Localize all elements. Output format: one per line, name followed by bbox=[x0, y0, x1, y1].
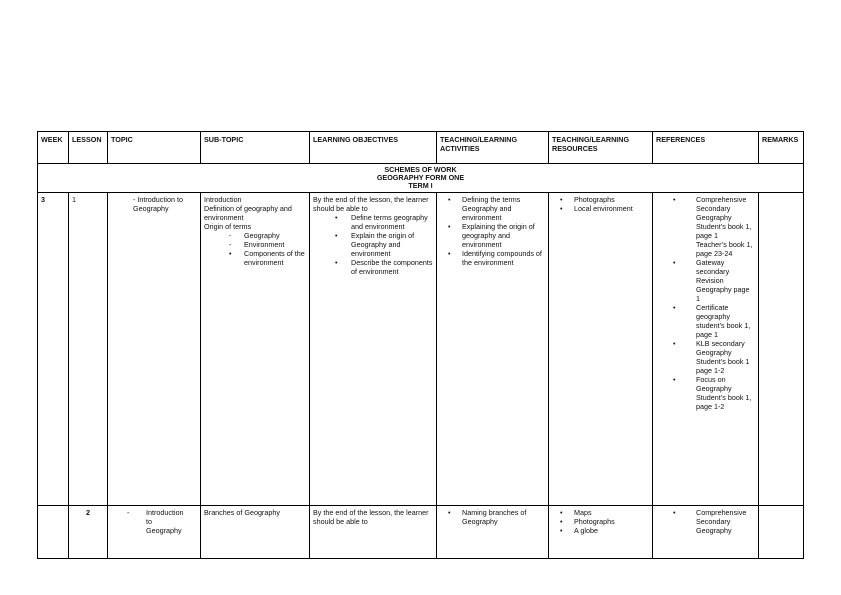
activities-cell: Naming branches of Geography bbox=[436, 505, 549, 559]
references-item: Comprehensive Secondary Geography Studen… bbox=[656, 195, 755, 240]
resources-item: Maps bbox=[552, 508, 649, 517]
subtopic-item: Branches of Geography bbox=[204, 508, 280, 517]
topic-item: Introduction to Geography bbox=[111, 508, 186, 535]
activities-item: Naming branches of Geography bbox=[440, 508, 545, 526]
subtopic-item: Origin of terms bbox=[204, 222, 252, 231]
header-references: REFERENCES bbox=[652, 131, 759, 164]
subtopic-cell: Introduction Definition of geography and … bbox=[200, 192, 310, 506]
activities-item: Geography and environment bbox=[462, 204, 512, 222]
objectives-list: By the end of the lesson, the learner sh… bbox=[313, 508, 433, 526]
subtopic-cell: Branches of Geography bbox=[200, 505, 310, 559]
objectives-item: Explain the origin of Geography and envi… bbox=[313, 231, 433, 258]
activities-item: Explaining the origin of geography and e… bbox=[440, 222, 545, 249]
objectives-item: By the end of the lesson, the learner sh… bbox=[313, 508, 429, 526]
topic-cell: - Introduction to Geography bbox=[107, 192, 201, 506]
lesson-cell: 2 bbox=[68, 505, 108, 559]
objectives-item: By the end of the lesson, the learner sh… bbox=[313, 195, 429, 213]
references-item: Certificate geography student’s book 1, … bbox=[656, 303, 755, 339]
objectives-item: Define terms geography and environment bbox=[313, 213, 433, 231]
resources-item: Photographs bbox=[552, 195, 649, 204]
resources-list: MapsPhotographsA globe bbox=[552, 508, 649, 535]
objectives-cell: By the end of the lesson, the learner sh… bbox=[309, 192, 437, 506]
references-item: Teacher’s book 1, page 23-24 bbox=[696, 240, 753, 258]
subtopic-item: Environment bbox=[204, 240, 306, 249]
header-remarks: REMARKS bbox=[758, 131, 804, 164]
activities-item: Identifying compounds of the environment bbox=[440, 249, 545, 267]
resources-list: PhotographsLocal environment bbox=[552, 195, 649, 213]
title-line: SCHEMES OF WORK bbox=[384, 165, 457, 174]
header-lesson: LESSON bbox=[68, 131, 108, 164]
resources-item: Photographs bbox=[552, 517, 649, 526]
references-item: Comprehensive Secondary Geography bbox=[656, 508, 755, 535]
resources-item: Local environment bbox=[552, 204, 649, 213]
document-title: SCHEMES OF WORK GEOGRAPHY FORM ONE TERM … bbox=[37, 163, 804, 193]
topic-item: - Introduction to Geography bbox=[133, 195, 183, 213]
header-topic: TOPIC bbox=[107, 131, 201, 164]
activities-list: Naming branches of Geography bbox=[440, 508, 545, 526]
subtopic-item: Components of the environment bbox=[204, 249, 306, 267]
header-activities: TEACHING/LEARNING ACTIVITIES bbox=[436, 131, 549, 164]
references-list: Comprehensive Secondary Geography bbox=[656, 508, 755, 535]
references-item: Gateway secondary Revision Geography pag… bbox=[656, 258, 755, 303]
subtopic-list: Branches of Geography bbox=[204, 508, 306, 517]
remarks-cell bbox=[758, 192, 804, 506]
week-cell bbox=[37, 505, 69, 559]
subtopic-item: Geography bbox=[204, 231, 306, 240]
resources-item: A globe bbox=[552, 526, 649, 535]
subtopic-item: Definition of geography and environment bbox=[204, 204, 292, 222]
topic-list: - Introduction to Geography bbox=[111, 195, 197, 213]
activities-item: Defining the terms bbox=[440, 195, 545, 204]
header-learning-objectives: LEARNING OBJECTIVES bbox=[309, 131, 437, 164]
lesson-cell: 1 bbox=[68, 192, 108, 506]
references-list: Comprehensive Secondary Geography Studen… bbox=[656, 195, 755, 411]
title-row: SCHEMES OF WORK GEOGRAPHY FORM ONE TERM … bbox=[37, 163, 804, 193]
header-row: WEEK LESSON TOPIC SUB-TOPIC LEARNING OBJ… bbox=[37, 131, 804, 164]
references-item: KLB secondary Geography Student’s book 1… bbox=[656, 339, 755, 375]
objectives-cell: By the end of the lesson, the learner sh… bbox=[309, 505, 437, 559]
references-item: Focus on Geography Student’s book 1, pag… bbox=[656, 375, 755, 411]
subtopic-list: Introduction Definition of geography and … bbox=[204, 195, 306, 267]
objectives-list: By the end of the lesson, the learner sh… bbox=[313, 195, 433, 276]
title-line: GEOGRAPHY FORM ONE bbox=[376, 173, 465, 182]
resources-cell: PhotographsLocal environment bbox=[548, 192, 653, 506]
references-cell: Comprehensive Secondary Geography Studen… bbox=[652, 192, 759, 506]
table-row: 2Introduction to Geography Branches of Ge… bbox=[37, 505, 804, 559]
references-cell: Comprehensive Secondary Geography bbox=[652, 505, 759, 559]
resources-cell: MapsPhotographsA globe bbox=[548, 505, 653, 559]
topic-cell: Introduction to Geography bbox=[107, 505, 201, 559]
title-line: TERM I bbox=[408, 181, 433, 190]
topic-list: Introduction to Geography bbox=[111, 508, 197, 535]
objectives-item: Describe the components of environment bbox=[313, 258, 433, 276]
scheme-of-work-table: WEEK LESSON TOPIC SUB-TOPIC LEARNING OBJ… bbox=[37, 131, 804, 559]
header-sub-topic: SUB-TOPIC bbox=[200, 131, 310, 164]
header-resources: TEACHING/LEARNING RESOURCES bbox=[548, 131, 653, 164]
week-cell: 3 bbox=[37, 192, 69, 506]
header-week: WEEK bbox=[37, 131, 69, 164]
remarks-cell bbox=[758, 505, 804, 559]
subtopic-item: Introduction bbox=[204, 195, 242, 204]
